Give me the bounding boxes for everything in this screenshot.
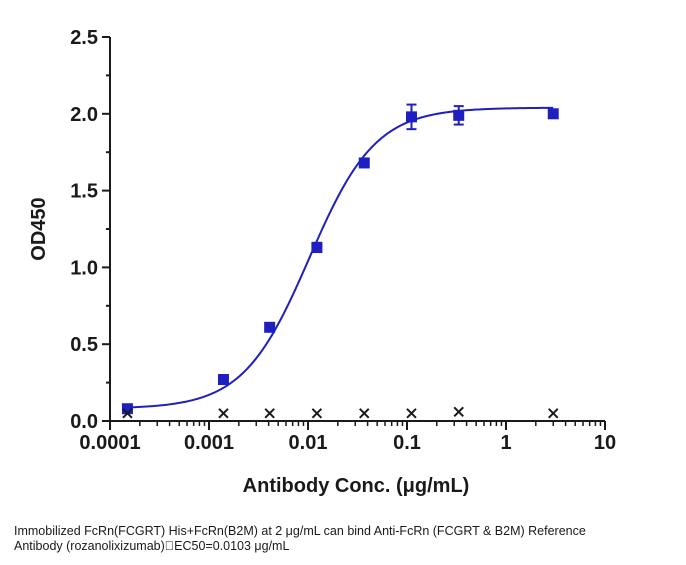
x-marker-stroke: [311, 408, 323, 419]
data-point-square: [217, 374, 229, 386]
data-point-x: [311, 408, 323, 419]
data-point-x: [406, 408, 417, 419]
figure-caption: Immobilized FcRn(FCGRT) His+FcRn(B2M) at…: [14, 524, 674, 554]
fit-curve: [127, 106, 554, 409]
y-tick-label: 2.5: [70, 27, 98, 49]
data-point-square: [358, 157, 370, 169]
x-tick-label: 1: [500, 432, 511, 454]
x-marker-stroke: [453, 406, 464, 417]
x-tick-label: 0.0001: [79, 432, 140, 454]
y-tick-label: 0.0: [70, 411, 98, 433]
y-axis-title: OD450: [28, 197, 50, 260]
data-point-square: [453, 109, 465, 121]
data-point-x: [548, 408, 559, 419]
fit-curves: [127, 106, 554, 409]
data-point-square: [547, 108, 559, 120]
data-point-square: [311, 241, 323, 253]
y-tick-label: 1.0: [70, 257, 98, 279]
x-marker-stroke: [264, 408, 275, 419]
x-marker-stroke: [548, 408, 559, 419]
data-point-x: [122, 408, 133, 419]
x-marker-stroke: [218, 408, 229, 419]
x-tick-label: 0.001: [184, 432, 234, 454]
caption-line-2: Antibody (rozanolixizumab) EC50=0.0103 μ…: [14, 539, 290, 553]
data-point-square: [121, 403, 133, 415]
data-point-square: [264, 321, 276, 333]
x-marker-stroke: [406, 408, 417, 419]
x-axis-title: Antibody Conc. (μg/mL): [243, 475, 470, 497]
data-point-x: [359, 408, 370, 419]
caption-line-1: Immobilized FcRn(FCGRT) His+FcRn(B2M) at…: [14, 524, 586, 538]
data-point-x: [453, 406, 464, 417]
chart: 0.00.51.01.52.02.50.0001 0.001 0.01 0.1 1 10 …: [28, 27, 616, 497]
x-tick-label: 0.1: [393, 432, 421, 454]
x-marker-stroke: [359, 408, 370, 419]
axes: 0.0 0.5 1.0 1.5 2.0 2.5 0.0001 0.001 0.01 0.1 1 10: [70, 27, 616, 454]
y-tick-label: 2.0: [70, 104, 98, 126]
x-tick-label: 10: [594, 432, 616, 454]
y-tick-label: 1.5: [70, 181, 98, 203]
data-point-square: [405, 111, 417, 123]
x-marker-stroke: [122, 408, 133, 419]
y-tick-label: 0.5: [70, 334, 98, 356]
data-marks: [121, 103, 559, 419]
data-point-x: [218, 408, 229, 419]
data-point-x: [264, 408, 275, 419]
x-tick-label: 0.01: [289, 432, 328, 454]
